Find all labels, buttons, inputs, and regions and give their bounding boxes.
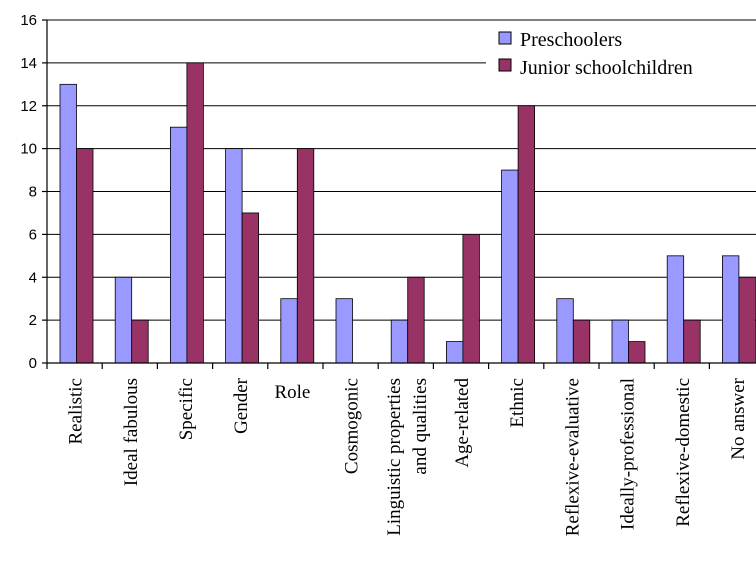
y-tick-label: 4 — [29, 269, 37, 286]
category-label: Reflexive-evaluative — [562, 378, 583, 536]
legend-label-junior-schoolchildren: Junior schoolchildren — [520, 57, 693, 79]
category-label: Reflexive-domestic — [673, 378, 694, 527]
bar-preschoolers — [114, 276, 133, 364]
legend: Preschoolers Junior schoolchildren — [486, 24, 756, 84]
bar-junior-schoolchildren — [628, 341, 646, 364]
bar-junior-schoolchildren — [517, 105, 535, 364]
category-label: Age-related — [452, 378, 473, 468]
legend-swatch-junior-schoolchildren — [498, 58, 512, 72]
bar-preschoolers — [59, 83, 77, 364]
category-label: Ideal fabulous — [121, 378, 142, 486]
bar-junior-schoolchildren — [462, 233, 480, 364]
category-label: Ethnic — [507, 378, 528, 428]
y-tick-label: 6 — [29, 226, 37, 243]
axes — [46, 20, 756, 369]
category-label: and qualities — [410, 378, 431, 475]
category-label: No answer — [728, 377, 749, 459]
y-tick-label: 16 — [20, 12, 37, 29]
legend-label-preschoolers: Preschoolers — [520, 29, 622, 51]
bar-junior-schoolchildren — [241, 212, 260, 364]
category-label: Specific — [176, 378, 197, 440]
bar-preschoolers — [722, 255, 740, 364]
y-tick-label: 12 — [20, 98, 37, 115]
bar-preschoolers — [335, 298, 353, 364]
bar-preschoolers — [501, 169, 519, 364]
bar-preschoolers — [666, 255, 685, 364]
y-tick-label: 14 — [20, 55, 37, 72]
bar-preschoolers — [280, 298, 298, 364]
category-label: Role — [274, 382, 310, 403]
bar-preschoolers — [611, 319, 629, 364]
category-label: Realistic — [66, 378, 87, 444]
bar-junior-schoolchildren — [131, 319, 149, 364]
y-tick-label: 2 — [29, 312, 37, 329]
bar-preschoolers — [445, 341, 464, 364]
y-tick-labels: 0 2 4 6 8 10 12 14 16 — [20, 12, 37, 372]
bar-junior-schoolchildren — [683, 319, 701, 364]
bar-junior-schoolchildren — [186, 62, 204, 364]
legend-background — [486, 24, 756, 84]
bars — [59, 62, 756, 364]
category-label: Gender — [231, 377, 252, 434]
bar-junior-schoolchildren — [76, 148, 94, 364]
bar-preschoolers — [225, 148, 243, 364]
legend-swatch-preschoolers — [498, 31, 512, 45]
y-tick-label: 10 — [20, 141, 37, 158]
bar-preschoolers — [390, 319, 409, 364]
y-tick-label: 0 — [29, 355, 37, 372]
bar-junior-schoolchildren — [572, 319, 591, 364]
category-labels: Realistic Ideal fabulous Specific Gender Rol… — [66, 377, 749, 536]
bar-preschoolers — [169, 126, 188, 364]
bar-junior-schoolchildren — [407, 276, 425, 364]
bar-junior-schoolchildren — [738, 276, 756, 364]
category-label: Linguistic properties — [384, 378, 405, 536]
bar-junior-schoolchildren — [296, 148, 315, 364]
category-label: Cosmogonic — [342, 378, 363, 474]
category-label: Ideally-professional — [618, 378, 639, 530]
y-tick-label: 8 — [29, 184, 37, 201]
bar-preschoolers — [556, 298, 574, 364]
